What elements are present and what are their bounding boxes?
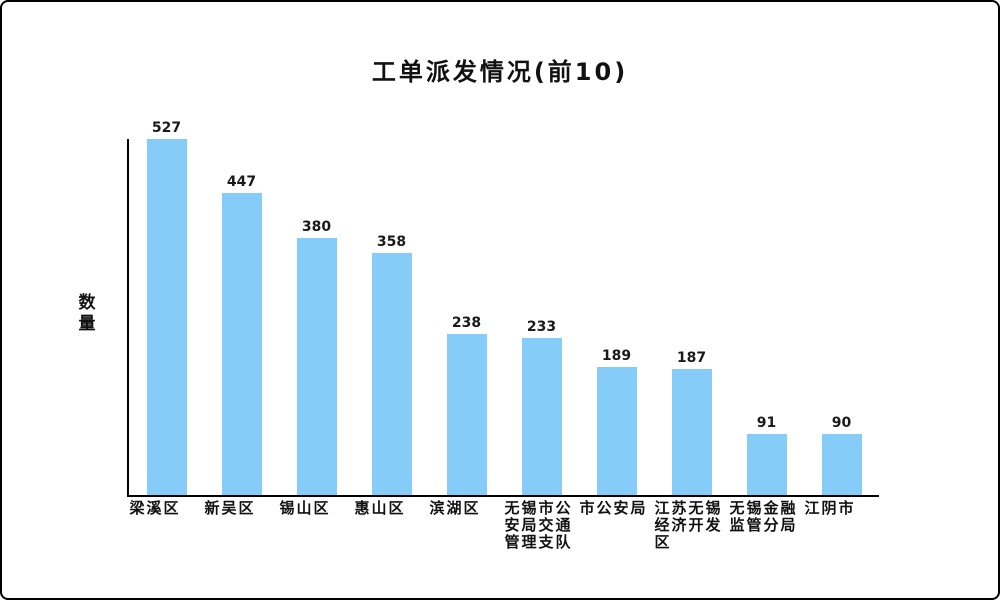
bar-value-label: 358 — [376, 234, 407, 251]
bars-row: 527 447 380 358 238 233 189 187 91 90 — [129, 120, 879, 495]
x-axis-label-cell: 锡山区 — [277, 500, 352, 551]
x-axis-label: 滨湖区 — [429, 499, 481, 517]
x-axis-label: 锡山区 — [279, 499, 331, 517]
bar-cell: 90 — [804, 139, 879, 495]
x-axis-label-cell: 市公安局 — [577, 500, 652, 551]
x-axis-label: 无锡金融监管分局 — [729, 499, 798, 534]
bar: 380 — [296, 219, 337, 495]
x-axis-label: 市公安局 — [579, 499, 648, 517]
bar-value-label: 447 — [226, 174, 257, 191]
x-axis-label: 新吴区 — [204, 499, 256, 517]
bar: 90 — [821, 415, 862, 495]
bar-value-label: 233 — [526, 318, 557, 335]
bar-value-label: 90 — [831, 415, 852, 432]
bar: 447 — [221, 174, 262, 495]
x-axis-label: 江阴市 — [804, 499, 856, 517]
y-axis-label: 数量 — [78, 293, 96, 334]
x-axis-label-cell: 新吴区 — [202, 500, 277, 551]
x-axis-labels-row: 梁溪区 新吴区 锡山区 惠山区 滨湖区 无锡市公安局交通管理支队 市公安局 江苏无锡经济开发区… — [127, 500, 877, 551]
bar-value-label: 187 — [676, 349, 707, 366]
bar-cell: 233 — [504, 139, 579, 495]
plot-area: 527 447 380 358 238 233 189 187 91 90 — [127, 120, 879, 497]
bar-cell: 527 — [129, 120, 204, 495]
bar-cell: 187 — [654, 139, 729, 495]
chart-title: 工单派发情况(前10) — [371, 58, 629, 86]
bar-value-label: 189 — [601, 348, 632, 365]
x-axis-label: 惠山区 — [354, 499, 406, 517]
x-axis-label: 江苏无锡经济开发区 — [654, 499, 723, 551]
bar: 189 — [596, 348, 637, 495]
bar-cell: 447 — [204, 139, 279, 495]
x-axis-label-cell: 无锡金融监管分局 — [727, 500, 802, 551]
bar-cell: 91 — [729, 139, 804, 495]
bar-value-label: 238 — [451, 315, 482, 332]
bar-value-label: 91 — [756, 414, 777, 431]
bar-value-label: 380 — [301, 219, 332, 236]
x-axis-label-cell: 惠山区 — [352, 500, 427, 551]
x-axis-label-cell: 无锡市公安局交通管理支队 — [502, 500, 577, 551]
bar: 91 — [746, 415, 787, 495]
x-axis-label-cell: 江苏无锡经济开发区 — [652, 500, 727, 551]
bar: 187 — [671, 350, 712, 495]
bar: 358 — [371, 234, 412, 495]
bar-cell: 358 — [354, 139, 429, 495]
x-axis-label-cell: 滨湖区 — [427, 500, 502, 551]
x-axis-label-cell: 江阴市 — [802, 500, 877, 551]
x-axis-label-cell: 梁溪区 — [127, 500, 202, 551]
bar-cell: 238 — [429, 139, 504, 495]
bar-value-label: 527 — [151, 120, 182, 136]
x-axis-label: 无锡市公安局交通管理支队 — [504, 499, 573, 551]
x-axis-label: 梁溪区 — [129, 499, 181, 517]
bar: 527 — [146, 120, 187, 495]
bar: 233 — [521, 319, 562, 495]
bar: 238 — [446, 315, 487, 495]
bar-cell: 189 — [579, 139, 654, 495]
bar-cell: 380 — [279, 139, 354, 495]
